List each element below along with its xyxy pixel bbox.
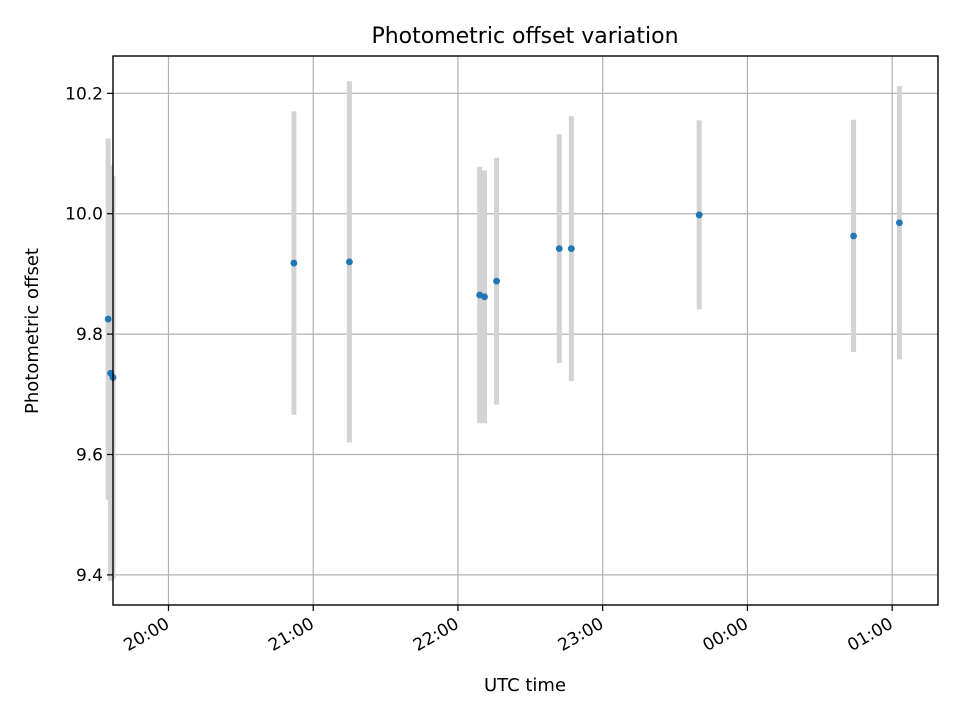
data-point <box>290 259 298 267</box>
x-tick-label: 00:00 <box>699 614 751 656</box>
y-tick-label: 10.2 <box>65 84 103 104</box>
data-point <box>104 315 112 323</box>
x-tick-label: 22:00 <box>410 614 462 656</box>
data-point <box>850 232 857 240</box>
data-point <box>567 245 575 253</box>
x-axis-label: UTC time <box>484 675 566 696</box>
x-axis-ticks: 20:00 21:00 22:00 23:00 00:00 01:00 <box>121 605 897 656</box>
x-tick-label: 21:00 <box>265 614 317 656</box>
data-point <box>695 211 703 219</box>
data-point <box>481 293 488 301</box>
y-tick-label: 9.4 <box>76 566 103 586</box>
data-points <box>104 211 903 381</box>
y-axis-label: Photometric offset <box>22 248 43 414</box>
x-tick-label: 23:00 <box>555 614 607 656</box>
data-point <box>555 245 563 253</box>
chart-title: Photometric offset variation <box>371 24 678 49</box>
y-tick-label: 9.8 <box>76 325 103 345</box>
error-bars <box>105 81 902 581</box>
data-point <box>493 277 500 285</box>
data-point <box>346 258 353 266</box>
y-tick-label: 9.6 <box>76 446 103 466</box>
plot-frame <box>112 55 939 606</box>
y-tick-label: 10.0 <box>65 205 103 225</box>
data-point <box>896 219 903 227</box>
x-tick-label: 01:00 <box>844 614 896 656</box>
x-tick-label: 20:00 <box>121 614 173 656</box>
gridlines <box>113 56 938 605</box>
y-axis-ticks: 9.4 9.6 9.8 10.0 10.2 <box>65 84 113 586</box>
